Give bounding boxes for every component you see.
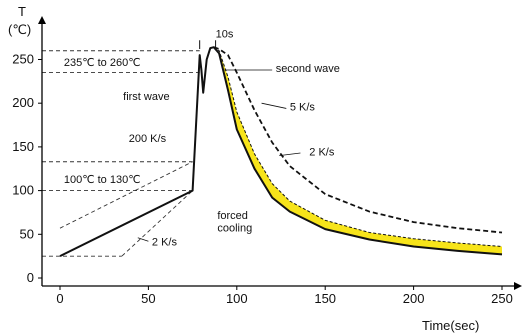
reference-lines-layer [42,40,217,257]
annotation-label: 100℃ to 130℃ [64,174,141,186]
x-tick-label: 150 [314,291,336,306]
annotation-label: 10s [216,28,234,40]
x-tick-label: 0 [56,291,63,306]
series-line-dashed [213,46,503,234]
y-tick-label: 250 [12,51,34,66]
x-tick-label: 250 [491,291,513,306]
y-tick-label: 0 [27,270,34,285]
annotation-label: 2 K/s [309,146,335,158]
annotation-label: cooling [217,222,252,234]
cooling-band-area [219,50,502,255]
annotation-label: second wave [276,63,340,75]
annotation-label: 2 K/s [152,236,178,248]
y-tick-label: 100 [12,183,34,198]
annotation-label: 200 K/s [129,133,167,145]
x-axis-arrow [514,282,522,290]
y-tick-label: 50 [20,226,34,241]
x-tick-label: 50 [141,291,155,306]
annotation-label: forced [217,210,248,222]
leader-line [279,152,301,157]
x-axis-title: Time(sec) [422,318,479,333]
x-tick-label: 200 [403,291,425,306]
annotation-label: 235℃ to 260℃ [64,57,141,69]
annotation-label: 5 K/s [290,102,316,114]
x-tick-label: 100 [226,291,248,306]
y-tick-label: 200 [12,95,34,110]
reference-line-construction [59,161,193,229]
y-tick-label: 150 [12,139,34,154]
y-axis-unit: (℃) [8,22,31,37]
annotations-layer: 235℃ to 260℃ first wave 200 K/s 100℃ to 130… [64,28,340,248]
series-layer [59,46,503,257]
yellow-band-layer [219,50,502,255]
series-line-solid [59,46,503,257]
y-axis-title: T [18,4,26,19]
y-axis-arrow [38,16,46,24]
axes-layer: 0 50 100 150 200 250 0 50 100 150 200 250 [12,16,522,306]
leader-line [261,102,287,109]
reference-line-construction [121,190,193,257]
series-line-thin-dashed [213,46,503,247]
annotation-label: first wave [123,91,169,103]
leader-line [137,237,149,242]
